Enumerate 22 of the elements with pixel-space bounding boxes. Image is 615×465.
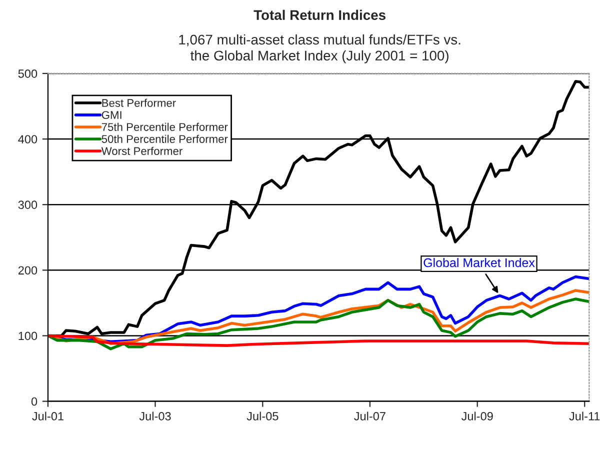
x-tick-label: Jul-01 bbox=[32, 412, 64, 420]
legend-label: 50th Percentile Performer bbox=[102, 134, 228, 143]
x-tick-label: Jul-11 bbox=[569, 412, 600, 420]
y-tick-label: 300 bbox=[18, 200, 38, 209]
x-tick-label: Jul-09 bbox=[461, 412, 493, 420]
x-tick-label: Jul-07 bbox=[354, 412, 386, 420]
y-tick-label: 100 bbox=[18, 332, 38, 340]
y-tick-label: 500 bbox=[18, 70, 38, 78]
y-tick-label: 0 bbox=[31, 397, 38, 406]
chart-title: Total Return Indices bbox=[254, 10, 386, 20]
chart-subtitle: 1,067 multi-asset class mutual funds/ETFs vs. the Global Market Index (July 2001 = 100) bbox=[179, 34, 460, 64]
legend-label: Worst Performer bbox=[101, 146, 182, 156]
line-series bbox=[48, 334, 590, 347]
legend-label: GMI bbox=[102, 111, 122, 119]
y-tick-label: 200 bbox=[18, 266, 38, 275]
y-tick-label: 400 bbox=[18, 135, 38, 144]
x-tick-label: Jul-05 bbox=[246, 412, 278, 420]
legend-label: Best Performer bbox=[102, 98, 176, 107]
line-series bbox=[48, 298, 590, 350]
legend-label: 75th Percentile Performer bbox=[102, 122, 228, 131]
x-tick-label: Jul-03 bbox=[139, 412, 171, 420]
annotation: Global Market Index bbox=[424, 258, 535, 268]
